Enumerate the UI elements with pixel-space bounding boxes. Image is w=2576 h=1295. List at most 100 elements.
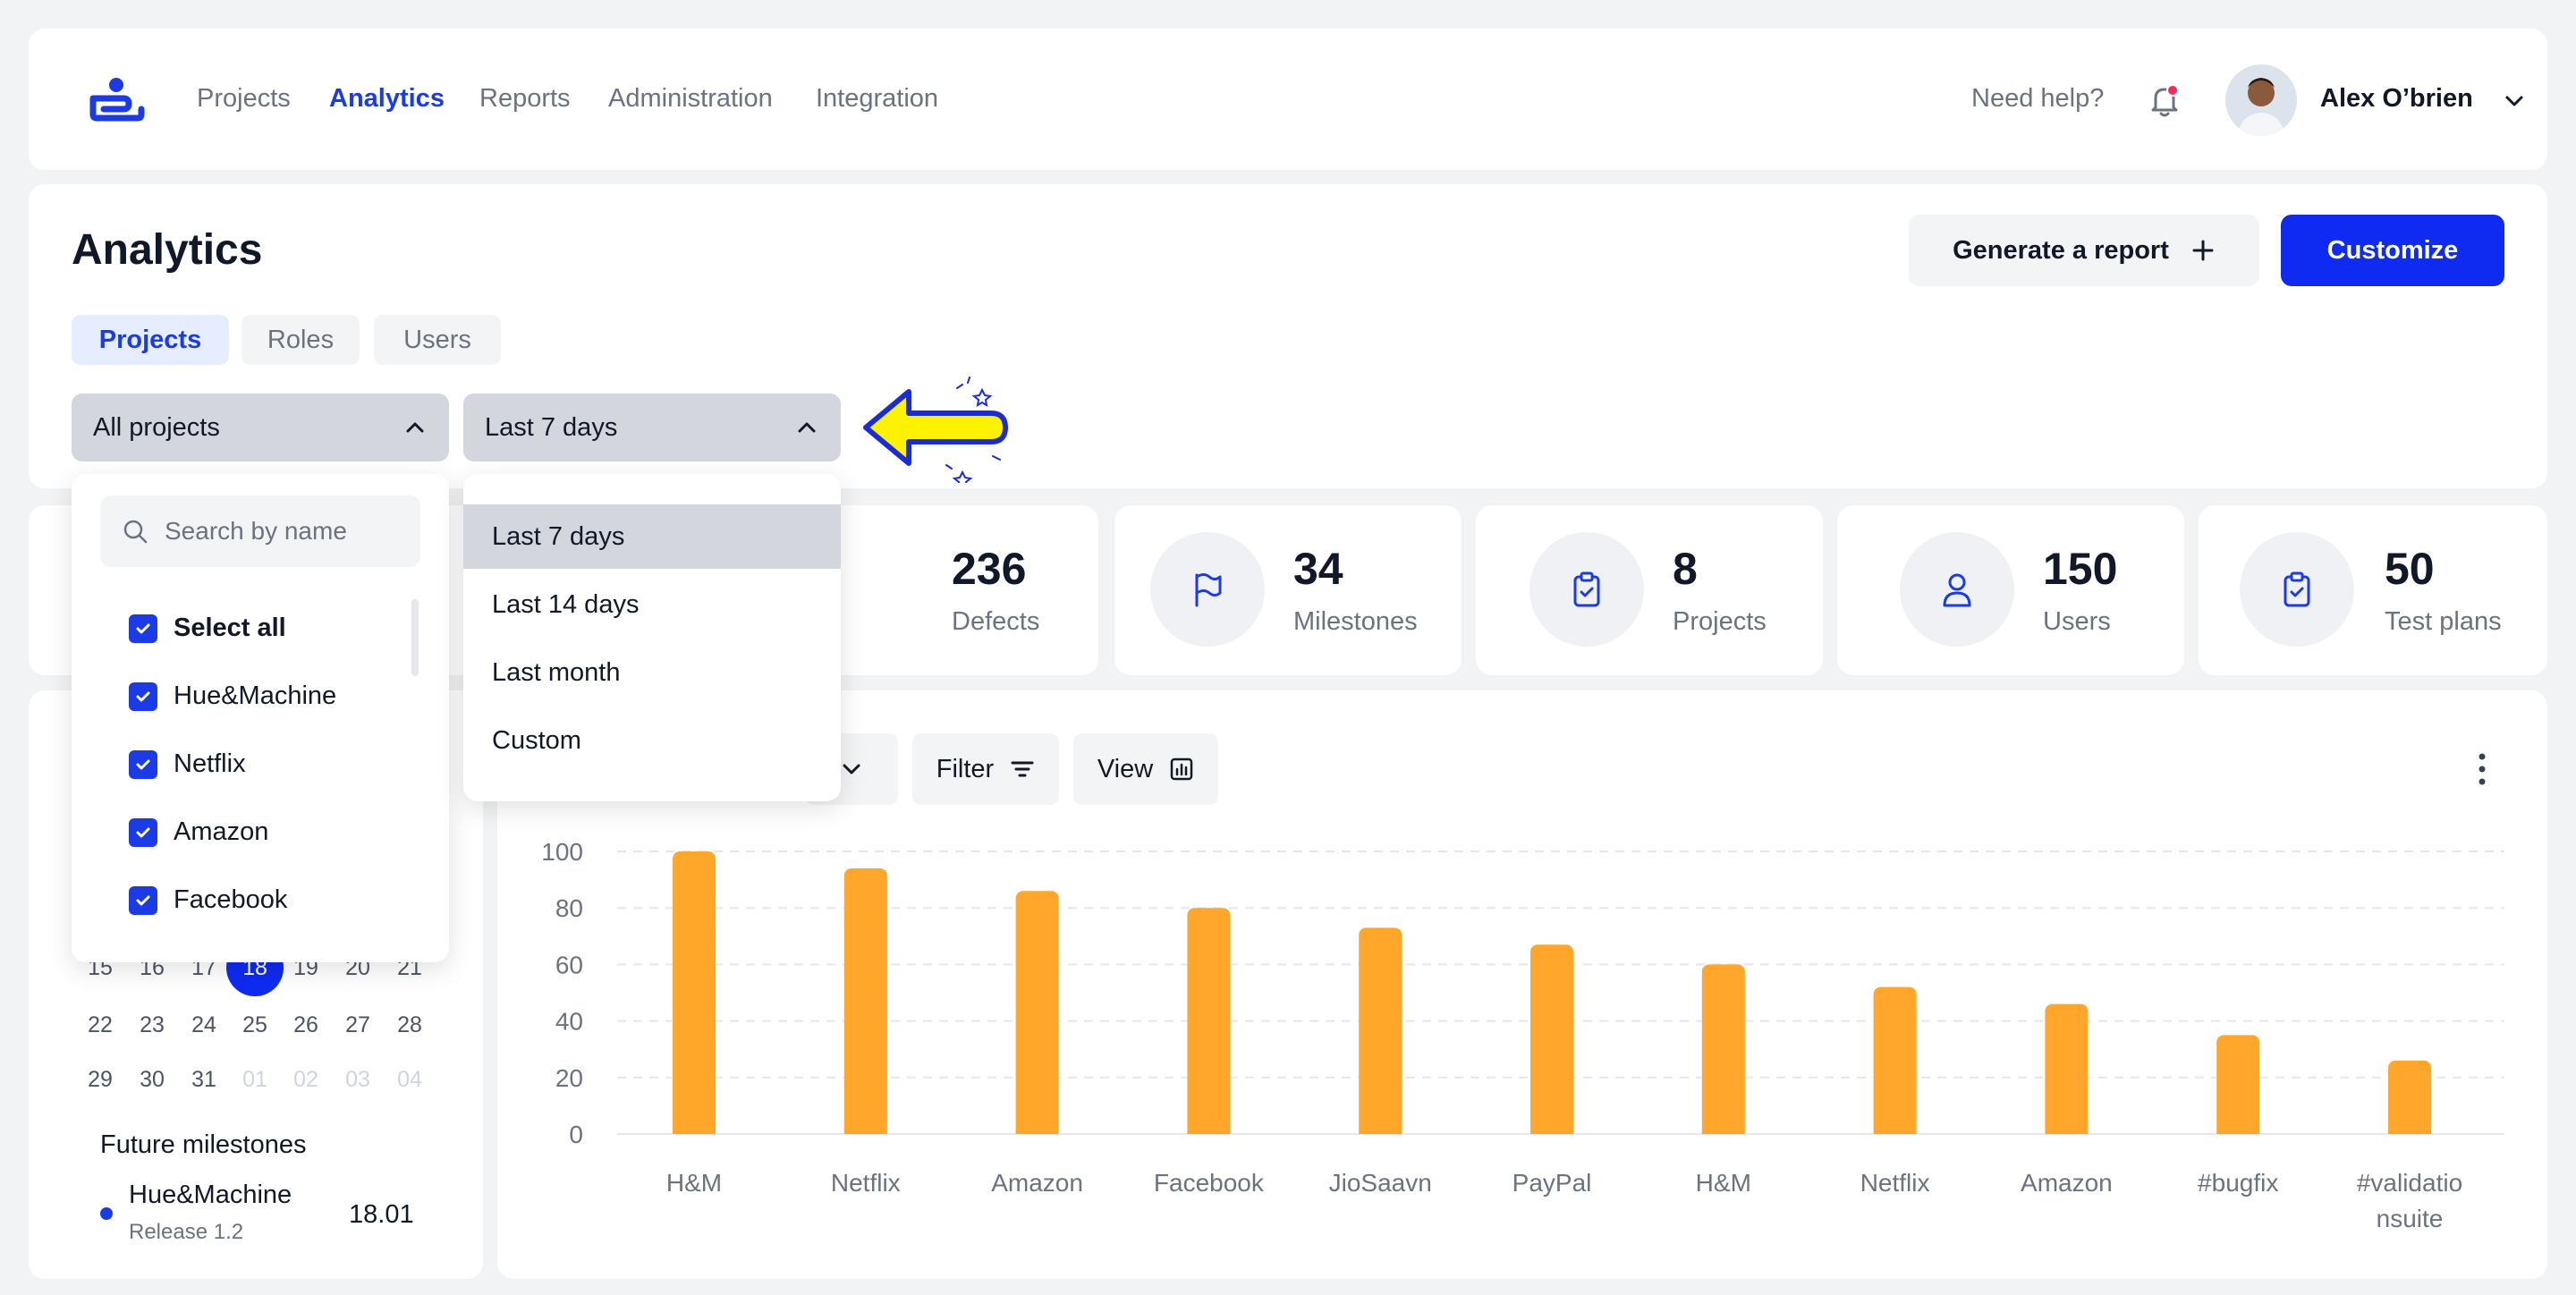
help-link[interactable]: Need help? [1971, 84, 2105, 113]
milestone-item[interactable]: Hue&Machine Release 1.2 18.01 [97, 1177, 454, 1248]
calendar-day[interactable]: 26 [293, 1012, 318, 1037]
x-tick-label: Amazon [2021, 1169, 2113, 1197]
stat-card-users[interactable]: 150 Users [1837, 505, 2184, 675]
nav-projects[interactable]: Projects [197, 84, 291, 113]
calendar-day[interactable]: 30 [140, 1067, 165, 1092]
chevron-down-icon[interactable] [2503, 89, 2526, 113]
x-tick-label: Facebook [1154, 1169, 1265, 1197]
calendar-day[interactable]: 01 [242, 1067, 267, 1092]
plus-icon [2192, 240, 2214, 261]
bar[interactable] [2045, 1003, 2089, 1134]
calendar-day[interactable]: 28 [397, 1012, 422, 1037]
tab-users[interactable]: Users [374, 315, 501, 365]
view-label: View [1097, 754, 1154, 783]
milestone-date: 18.01 [349, 1200, 414, 1229]
nav-administration[interactable]: Administration [608, 84, 773, 113]
bar-base [1873, 1127, 1917, 1134]
calendar-day[interactable]: 24 [191, 1012, 216, 1037]
bar[interactable] [673, 851, 716, 1134]
bar[interactable] [1873, 986, 1917, 1134]
bar-base [1359, 1127, 1402, 1134]
calendar-day[interactable]: 31 [191, 1067, 216, 1092]
app-logo-icon[interactable] [88, 77, 147, 122]
calendar-day[interactable]: 27 [345, 1012, 370, 1037]
search-placeholder: Search by name [165, 517, 347, 545]
x-tick-label: Netflix [1860, 1169, 1930, 1197]
project-dropdown-menu: Search by name Select all Hue&Machine Ne… [72, 474, 449, 962]
bar[interactable] [1015, 891, 1059, 1134]
search-icon [123, 520, 148, 544]
y-tick-label: 60 [555, 951, 583, 978]
more-vertical-icon[interactable] [2470, 749, 2494, 789]
stat-label: Defects [952, 607, 1040, 636]
generate-report-button[interactable]: Generate a report [1909, 215, 2259, 286]
y-tick-label: 100 [541, 838, 583, 866]
date-range-select[interactable]: Last 7 days [463, 394, 841, 461]
generate-report-label: Generate a report [1953, 235, 2169, 265]
notifications-button[interactable] [2145, 80, 2184, 120]
calendar-day[interactable]: 02 [293, 1067, 318, 1092]
nav-integration[interactable]: Integration [816, 84, 939, 113]
chevron-up-icon [798, 422, 816, 433]
x-tick-label: nsuite [2377, 1205, 2444, 1232]
bar-chart: 100 80 60 40 20 0 H&M Netflix Amazon Facebook JioS… [541, 838, 2504, 1232]
customize-button[interactable]: Customize [2281, 215, 2504, 286]
calendar-day[interactable]: 29 [88, 1067, 113, 1092]
user-name[interactable]: Alex O’brien [2320, 84, 2473, 113]
calendar-day[interactable]: 03 [345, 1067, 370, 1092]
stat-card-projects[interactable]: 8 Projects [1476, 505, 1823, 675]
milestone-name: Hue&Machine [129, 1181, 292, 1209]
bar[interactable] [1701, 964, 1745, 1134]
notification-dot [2166, 84, 2179, 97]
stat-card-milestones[interactable]: 34 Milestones [1114, 505, 1462, 675]
y-tick-label: 80 [555, 894, 583, 922]
scrollbar-thumb[interactable] [411, 599, 419, 676]
date-range-dropdown-menu: Last 7 days Last 14 days Last month Cust… [463, 474, 841, 801]
user-photo-icon [2238, 78, 2284, 136]
project-select[interactable]: All projects [72, 394, 449, 461]
stat-card-test-plans[interactable]: 50 Test plans [2199, 505, 2547, 675]
bar-base [2216, 1127, 2260, 1134]
calendar-day[interactable]: 23 [140, 1012, 165, 1037]
calendar-day[interactable]: 04 [397, 1067, 422, 1092]
nav-reports[interactable]: Reports [479, 84, 571, 113]
stat-label: Test plans [2385, 607, 2502, 636]
bar[interactable] [1187, 908, 1231, 1134]
bar[interactable] [1359, 927, 1402, 1134]
stat-value: 8 [1673, 544, 1698, 594]
range-option-last-month[interactable]: Last month [463, 640, 841, 705]
checkbox-label: Facebook [174, 885, 288, 914]
bar[interactable] [1530, 944, 1573, 1134]
chevron-down-icon [843, 764, 860, 774]
bar[interactable] [2216, 1035, 2260, 1134]
view-button[interactable]: View [1073, 733, 1218, 805]
stat-value: 34 [1293, 544, 1343, 594]
y-tick-label: 40 [555, 1008, 583, 1036]
bar[interactable] [843, 868, 887, 1134]
tab-roles-label: Roles [267, 325, 335, 354]
bar-base [2388, 1127, 2431, 1134]
checkbox-project[interactable]: Hue&Machine [129, 681, 336, 711]
bar[interactable] [2388, 1060, 2431, 1134]
calendar-day[interactable]: 25 [242, 1012, 267, 1037]
avatar[interactable] [2225, 64, 2297, 136]
x-tick-label: JioSaavn [1329, 1169, 1432, 1197]
calendar-day[interactable]: 22 [88, 1012, 113, 1037]
search-input[interactable]: Search by name [100, 495, 420, 567]
clipboard-check-icon [2284, 571, 2310, 607]
checkbox-select-all[interactable]: Select all [129, 614, 286, 643]
stat-label: Users [2043, 607, 2111, 636]
nav-analytics[interactable]: Analytics [329, 84, 445, 113]
checkbox-project[interactable]: Facebook [129, 885, 287, 915]
tab-roles[interactable]: Roles [242, 315, 360, 365]
checkbox-checked-icon [129, 817, 157, 847]
filter-button[interactable]: Filter [912, 733, 1059, 805]
checkbox-project[interactable]: Amazon [129, 817, 268, 847]
range-option-last-7-days[interactable]: Last 7 days [463, 504, 841, 569]
range-option-last-14-days[interactable]: Last 14 days [463, 572, 841, 637]
tab-projects[interactable]: Projects [72, 315, 229, 365]
checkbox-checked-icon [129, 885, 157, 915]
checkbox-checked-icon [129, 614, 157, 643]
range-option-custom[interactable]: Custom [463, 708, 841, 773]
checkbox-project[interactable]: Netflix [129, 749, 246, 779]
